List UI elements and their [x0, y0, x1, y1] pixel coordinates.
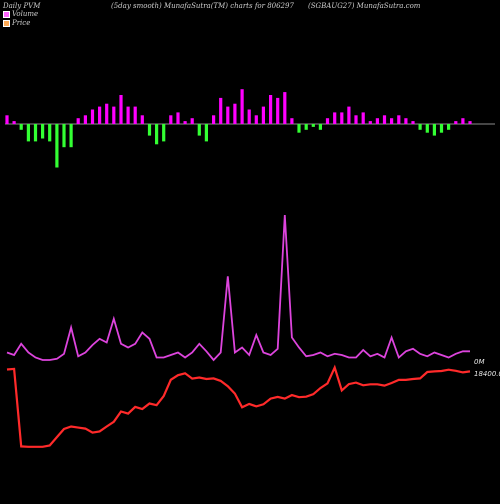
volume-bar: [190, 118, 194, 124]
header-center: (5day smooth) MunafaSutra(TM) charts for…: [111, 2, 294, 10]
volume-bar: [33, 124, 38, 142]
header-left: Daily PVM: [3, 2, 41, 10]
volume-bar: [197, 124, 201, 136]
volume-line: [6, 214, 470, 362]
volume-bar: [297, 124, 301, 133]
volume-bar: [447, 124, 451, 130]
volume-bar: [176, 112, 180, 124]
volume-bar: [368, 121, 372, 124]
volume-bar: [382, 115, 387, 124]
volume-bar: [454, 121, 458, 124]
volume-bar: [83, 115, 87, 124]
volume-bar: [219, 97, 223, 124]
volume-bar: [126, 106, 130, 124]
volume-bar: [318, 124, 322, 130]
volume-bar: [26, 124, 30, 142]
volume-bar: [261, 106, 265, 124]
volume-bar: [418, 124, 422, 130]
volume-bar: [147, 124, 152, 136]
volume-bar: [183, 121, 187, 124]
volume-bar: [140, 115, 144, 124]
volume-bar: [276, 97, 280, 124]
volume-bar: [204, 124, 208, 142]
volume-swatch-icon: [3, 10, 10, 18]
price-swatch-icon: [3, 19, 10, 27]
volume-bar: [411, 121, 415, 124]
volume-bar: [361, 112, 365, 124]
volume-bar: [354, 115, 358, 124]
volume-bar: [105, 103, 109, 124]
volume-bar: [254, 115, 258, 124]
legend-price-label: Price: [12, 19, 31, 27]
legend-volume: Volume: [3, 10, 38, 18]
volume-bar: [76, 118, 80, 124]
legend-price: Price: [3, 19, 30, 27]
volume-bars: [5, 89, 472, 168]
volume-bar: [283, 92, 287, 124]
volume-bar: [12, 121, 16, 124]
volume-bar: [169, 115, 173, 124]
volume-bar: [226, 106, 230, 124]
volume-bar: [133, 106, 137, 124]
volume-bar: [55, 124, 59, 168]
volume-bar: [19, 124, 23, 130]
price-line: [6, 364, 471, 448]
legend-volume-label: Volume: [12, 10, 39, 18]
volume-bar: [269, 95, 273, 124]
volume-bar: [5, 115, 9, 124]
volume-bar: [98, 106, 102, 124]
volume-bar: [439, 124, 444, 133]
volume-bar: [155, 124, 159, 145]
volume-bar: [390, 118, 394, 124]
volume-bar: [461, 118, 465, 124]
volume-bar: [333, 112, 337, 124]
volume-bar: [240, 89, 244, 124]
volume-bar: [41, 124, 45, 139]
volume-bar: [62, 124, 66, 148]
volume-bar: [425, 124, 429, 133]
volume-bar: [311, 124, 315, 127]
volume-bar: [404, 118, 408, 124]
volume-bar: [397, 115, 401, 124]
volume-bar: [233, 103, 237, 124]
volume-bar: [290, 118, 294, 124]
volume-bar: [375, 118, 379, 124]
volume-bar: [90, 109, 95, 124]
volume-bar: [162, 124, 166, 142]
volume-bar: [69, 124, 73, 148]
volume-bar: [48, 124, 52, 142]
volume-bar: [432, 124, 436, 136]
volume-bar: [304, 124, 308, 130]
volume-bar: [119, 95, 123, 124]
volume-bar: [468, 121, 472, 124]
volume-bar: [112, 106, 116, 124]
volume-bar: [340, 112, 344, 124]
volume-level-label: 0M: [474, 358, 485, 366]
volume-bar: [347, 106, 351, 124]
header-right: (SGBAUG27) MunafaSutra.com: [308, 2, 421, 10]
volume-bar: [247, 109, 251, 124]
volume-bar: [212, 115, 216, 124]
price-level-label: 18400.00: [474, 370, 500, 378]
volume-bar: [325, 118, 330, 124]
